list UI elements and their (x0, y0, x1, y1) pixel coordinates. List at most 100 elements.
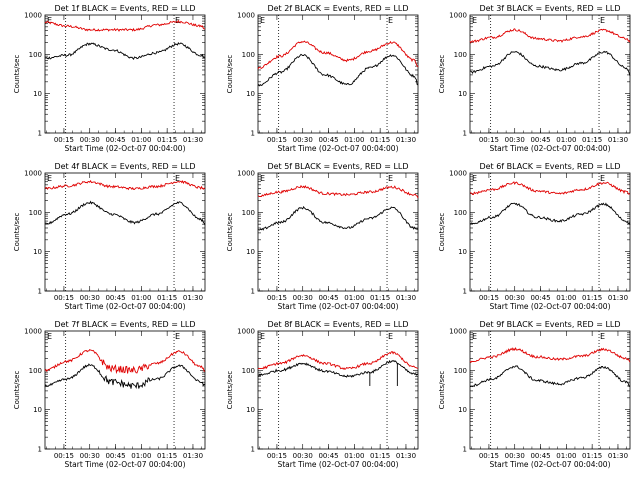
x-tick-label: 01:15 (157, 452, 177, 460)
y-tick-label: 1 (251, 446, 255, 454)
x-tick-label: 01:00 (131, 452, 151, 460)
lld-series-line (469, 347, 631, 364)
event-marker-start: E (472, 174, 477, 183)
x-tick-label: 00:30 (80, 452, 100, 460)
event-marker-end: E (600, 174, 605, 183)
x-tick-label: 01:15 (370, 294, 390, 302)
x-tick-label: 01:15 (582, 452, 602, 460)
y-axis-title: Counts/sec (13, 371, 21, 410)
x-tick-label: 01:30 (396, 452, 416, 460)
y-tick-label: 1000 (449, 328, 467, 336)
y-tick-label: 1000 (237, 328, 255, 336)
x-tick-label: 01:00 (344, 452, 364, 460)
y-tick-label: 10 (33, 406, 42, 414)
event-marker-start: E (47, 332, 52, 341)
event-marker-start: E (260, 16, 265, 25)
events-series-line (257, 53, 419, 87)
x-tick-label: 01:15 (582, 136, 602, 144)
plot-frame (257, 14, 419, 134)
x-tick-label: 00:30 (293, 136, 313, 144)
x-tick-label: 01:00 (556, 294, 576, 302)
y-tick-label: 10 (458, 248, 467, 256)
x-tick-label: 00:15 (54, 294, 74, 302)
x-tick-label: 00:45 (105, 136, 125, 144)
detector-panel: Det 6f BLACK = Events, RED = LLD 1 10 100 10… (438, 162, 631, 311)
x-tick-label: 01:15 (157, 136, 177, 144)
y-tick-label: 100 (29, 51, 42, 59)
event-marker-end: E (388, 332, 393, 341)
y-tick-label: 1 (463, 288, 467, 296)
plot-frame (44, 14, 206, 134)
x-tick-label: 00:15 (479, 294, 499, 302)
events-series-line (44, 42, 206, 61)
x-tick-label: 01:00 (556, 452, 576, 460)
x-tick-label: 01:30 (183, 452, 203, 460)
x-tick-label: 00:15 (267, 294, 287, 302)
x-tick-label: 00:30 (505, 452, 525, 460)
x-tick-label: 00:30 (505, 294, 525, 302)
y-tick-label: 1000 (237, 170, 255, 178)
y-tick-label: 100 (29, 209, 42, 217)
events-series-line (470, 50, 631, 77)
event-marker-start: E (472, 332, 477, 341)
y-tick-label: 1000 (449, 12, 467, 20)
x-tick-label: 00:30 (80, 294, 100, 302)
x-tick-label: 01:30 (608, 452, 628, 460)
x-tick-label: 01:00 (131, 136, 151, 144)
lld-series-line (257, 351, 419, 371)
y-tick-label: 100 (242, 51, 255, 59)
x-tick-label: 00:15 (479, 136, 499, 144)
x-axis-title: Start Time (02-Oct-07 00:04:00) (489, 302, 610, 311)
event-marker-start: E (472, 16, 477, 25)
event-marker-start: E (260, 174, 265, 183)
x-axis-title: Start Time (02-Oct-07 00:04:00) (64, 302, 185, 311)
y-tick-label: 1 (463, 130, 467, 138)
detector-panel: Det 5f BLACK = Events, RED = LLD 1 10 100 10… (226, 162, 419, 311)
events-series-line (44, 200, 206, 226)
x-tick-label: 00:30 (80, 136, 100, 144)
event-marker-start: E (47, 16, 52, 25)
x-tick-label: 01:00 (344, 136, 364, 144)
lld-series-line (469, 28, 631, 44)
plot-frame (469, 14, 631, 134)
y-tick-label: 1000 (237, 12, 255, 20)
event-marker-end: E (175, 16, 180, 25)
y-tick-label: 100 (454, 367, 467, 375)
x-tick-label: 00:45 (105, 452, 125, 460)
x-axis-title: Start Time (02-Oct-07 00:04:00) (277, 302, 398, 311)
x-tick-label: 01:00 (344, 294, 364, 302)
y-axis-title: Counts/sec (13, 213, 21, 252)
y-axis-title: Counts/sec (438, 371, 446, 410)
plot-frame (469, 172, 631, 292)
x-tick-label: 00:45 (318, 294, 338, 302)
event-marker-end: E (600, 16, 605, 25)
y-tick-label: 1 (251, 288, 255, 296)
y-tick-label: 1000 (24, 12, 42, 20)
plot-frame (257, 172, 419, 292)
y-tick-label: 1 (251, 130, 255, 138)
x-tick-label: 01:30 (608, 294, 628, 302)
y-tick-label: 10 (246, 248, 255, 256)
y-axis-title: Counts/sec (226, 55, 234, 94)
x-tick-label: 01:15 (370, 452, 390, 460)
detector-panel: Det 9f BLACK = Events, RED = LLD 1 10 100 10… (438, 320, 631, 469)
panel-title: Det 2f BLACK = Events, RED = LLD (267, 4, 408, 13)
y-tick-label: 10 (246, 406, 255, 414)
events-series-line (469, 202, 631, 226)
y-tick-label: 1 (463, 446, 467, 454)
x-tick-label: 00:30 (293, 452, 313, 460)
x-tick-label: 00:45 (318, 136, 338, 144)
y-tick-label: 100 (242, 367, 255, 375)
y-tick-label: 10 (458, 406, 467, 414)
panel-title: Det 3f BLACK = Events, RED = LLD (479, 4, 620, 13)
plot-frame (44, 330, 206, 450)
panel-title: Det 1f BLACK = Events, RED = LLD (54, 4, 195, 13)
plot-frame (469, 330, 631, 450)
panel-title: Det 9f BLACK = Events, RED = LLD (479, 320, 620, 329)
lld-series-line (469, 181, 631, 195)
lld-series-line (257, 184, 419, 199)
x-tick-label: 00:45 (318, 452, 338, 460)
x-tick-label: 00:30 (505, 136, 525, 144)
x-tick-label: 00:15 (267, 136, 287, 144)
